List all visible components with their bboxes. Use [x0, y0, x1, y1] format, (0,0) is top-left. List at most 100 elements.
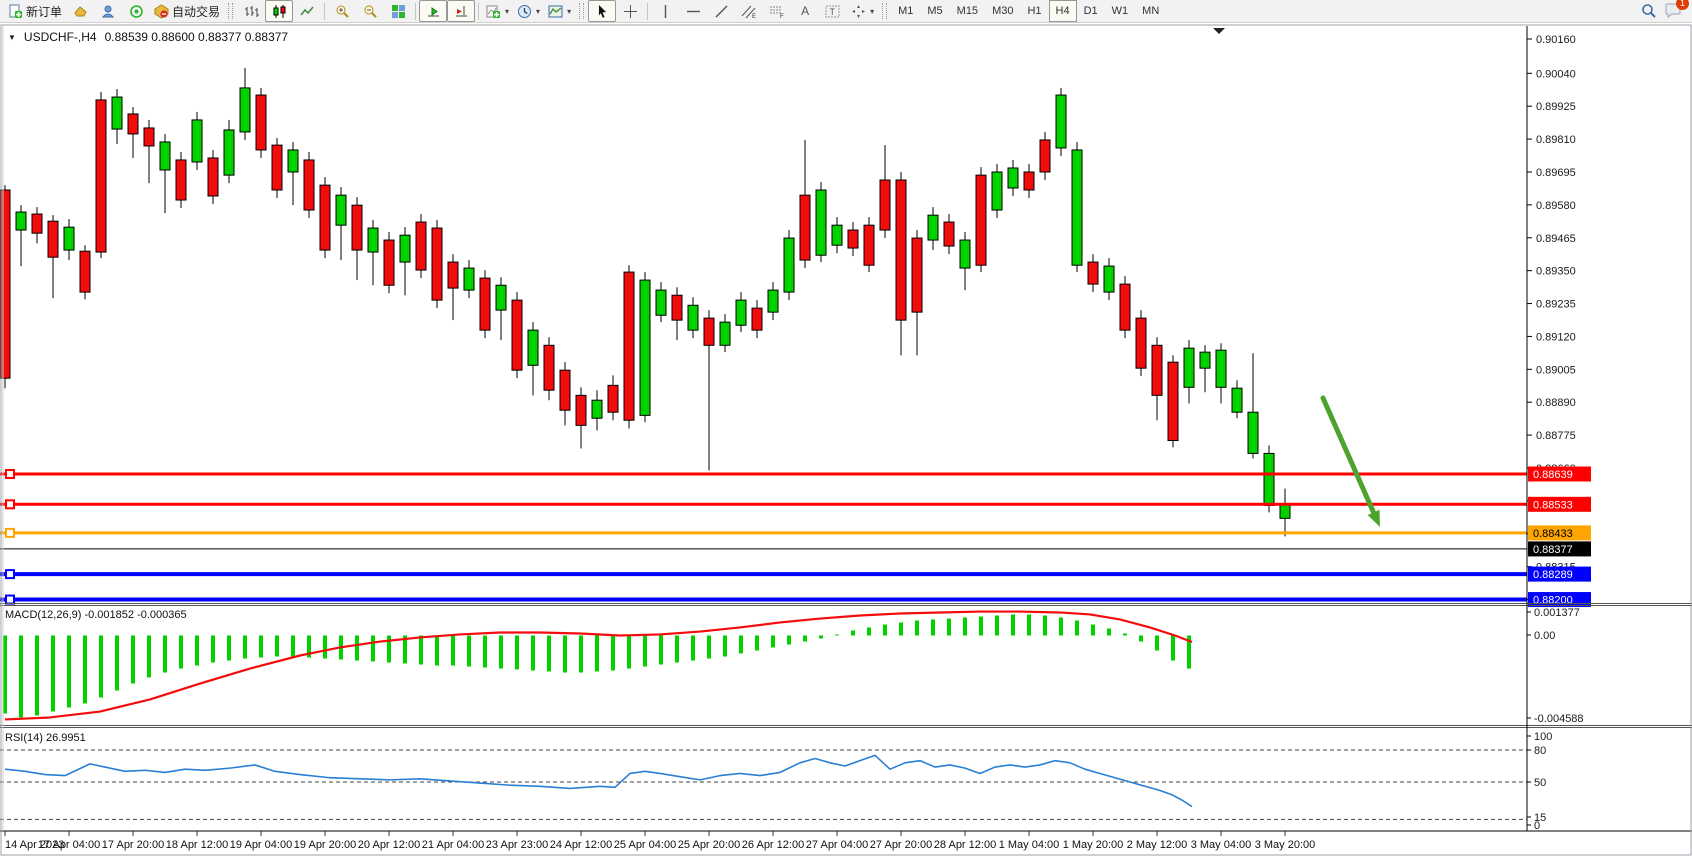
pane-frame: [0, 24, 1692, 856]
svg-text:0.89695: 0.89695: [1536, 167, 1576, 179]
bear-candle: [431, 227, 443, 301]
tab-m30[interactable]: M30: [992, 5, 1014, 17]
symbol-period-label: USDCHF-,H4: [23, 30, 97, 44]
bull-candle: [335, 194, 347, 226]
bear-candle: [975, 174, 987, 266]
arrows-button[interactable]: ▾: [847, 0, 878, 22]
horizontal-lines-layer[interactable]: 0.88639 0.88533 0.88433 0.88289 0.88200 0.883…: [0, 466, 1591, 608]
toolbar-grip[interactable]: [228, 3, 234, 19]
bear-candle: [511, 299, 523, 371]
bull-candle: [1231, 387, 1243, 413]
templates-button[interactable]: ▾: [544, 0, 575, 22]
indicators-button[interactable]: ▾: [482, 0, 513, 22]
svg-text:80: 80: [1534, 745, 1546, 757]
tile-windows-button[interactable]: [384, 0, 412, 22]
new-order-label: 新订单: [26, 4, 63, 19]
bull-candle: [687, 304, 699, 331]
chart-shift-button[interactable]: [447, 0, 476, 22]
candlestick-chart-icon: [273, 4, 286, 18]
svg-text:28 Apr 12:00: 28 Apr 12:00: [934, 839, 996, 851]
svg-text:0.89580: 0.89580: [1536, 200, 1576, 212]
cursor-button[interactable]: [588, 0, 617, 22]
bull-candle: [719, 321, 731, 346]
candles-layer[interactable]: [0, 67, 1291, 537]
bar-chart-icon: [244, 5, 259, 17]
toolbar-separator: [478, 2, 480, 20]
svg-text:0: 0: [1534, 820, 1540, 832]
svg-text:23 Apr 23:00: 23 Apr 23:00: [486, 839, 548, 851]
rsi-pane[interactable]: 100 80 50 150 RSI(14) 26.9951: [0, 731, 1552, 832]
macd-pane[interactable]: 0.001377 0.00 -0.004588 MACD(12,26,9) -0.00…: [3, 607, 1584, 725]
line-chart-button[interactable]: [293, 0, 321, 22]
equidistant-channel-icon: E: [741, 5, 756, 19]
bear-candle: [575, 394, 587, 426]
toolbar-grip[interactable]: [882, 3, 888, 19]
tab-h4[interactable]: H4: [1048, 0, 1077, 22]
bull-candle: [223, 129, 235, 176]
market-watch-button[interactable]: [66, 0, 94, 22]
vertical-line-button[interactable]: [651, 0, 679, 22]
bear-candle: [351, 204, 363, 251]
bear-candle: [1087, 261, 1099, 285]
svg-text:24 Apr 12:00: 24 Apr 12:00: [550, 839, 612, 851]
equidistant-channel-button[interactable]: E: [735, 0, 763, 22]
bull-candle: [1103, 265, 1115, 293]
text-button[interactable]: A: [791, 0, 819, 22]
bear-candle: [175, 159, 187, 201]
bear-candle: [143, 127, 155, 147]
toolbar-separator: [415, 2, 417, 20]
new-order-button[interactable]: 新订单: [4, 0, 66, 22]
search-icon[interactable]: [1641, 3, 1657, 19]
autotrading-button[interactable]: 自动交易: [150, 0, 224, 22]
bar-chart-button[interactable]: [237, 0, 265, 22]
bull-candle: [495, 284, 507, 311]
svg-text:18 Apr 12:00: 18 Apr 12:00: [166, 839, 228, 851]
symbol-dropdown-icon[interactable]: ▼: [8, 32, 16, 42]
crosshair-icon: [623, 4, 637, 18]
tab-h1[interactable]: H1: [1027, 5, 1042, 17]
toolbar-separator: [324, 2, 326, 20]
text-icon: A: [801, 4, 810, 18]
svg-text:0.88533: 0.88533: [1533, 499, 1573, 511]
bull-candle: [367, 227, 379, 253]
navigator-button[interactable]: [122, 0, 150, 22]
data-window-button[interactable]: [94, 0, 122, 22]
chart-shift-marker[interactable]: [1213, 28, 1225, 34]
macd-signal-line: [4, 610, 1193, 721]
text-label-button[interactable]: T: [819, 0, 847, 22]
notifications-button[interactable]: 1: [1665, 0, 1689, 21]
candlestick-chart-button[interactable]: [265, 0, 294, 22]
zoom-out-button[interactable]: [356, 0, 384, 22]
svg-text:27 Apr 20:00: 27 Apr 20:00: [870, 839, 932, 851]
horizontal-line-button[interactable]: [679, 0, 707, 22]
tab-d1[interactable]: D1: [1083, 5, 1098, 17]
svg-text:0.89005: 0.89005: [1536, 364, 1576, 376]
trendline-button[interactable]: [707, 0, 735, 22]
bull-candle: [1263, 452, 1275, 506]
crosshair-button[interactable]: [616, 0, 644, 22]
bear-candle: [319, 184, 331, 251]
svg-text:3 May 04:00: 3 May 04:00: [1191, 839, 1252, 851]
toolbar-grip[interactable]: [579, 3, 585, 19]
periods-button[interactable]: ▾: [513, 0, 544, 22]
svg-text:0.00: 0.00: [1534, 630, 1555, 642]
price-line-label: [1528, 525, 1591, 541]
arrow-annotation[interactable]: [1320, 395, 1380, 527]
tab-m5[interactable]: M5: [927, 5, 943, 17]
bull-candle: [959, 239, 971, 269]
down-arrow-shaft: [1320, 395, 1377, 515]
svg-text:T: T: [830, 7, 836, 17]
fibonacci-button[interactable]: F: [763, 0, 791, 22]
tab-m1[interactable]: M1: [898, 5, 914, 17]
bear-candle: [447, 261, 459, 289]
zoom-in-button[interactable]: [328, 0, 356, 22]
bull-candle: [287, 149, 299, 173]
bear-candle: [607, 384, 619, 413]
svg-text:0.89465: 0.89465: [1536, 233, 1576, 245]
tab-m15[interactable]: M15: [956, 5, 979, 17]
tab-mn[interactable]: MN: [1142, 5, 1160, 17]
tab-w1[interactable]: W1: [1111, 5, 1129, 17]
auto-scroll-button[interactable]: [419, 0, 448, 22]
